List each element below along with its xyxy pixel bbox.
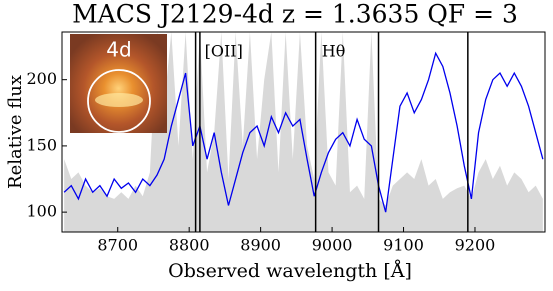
x-tick-label: 9200 <box>455 236 496 255</box>
x-axis-label: Observed wavelength [Å] <box>168 260 412 282</box>
x-tick-label: 9000 <box>312 236 353 255</box>
annotation: [OII] <box>205 42 243 61</box>
inset-label: 4d <box>106 38 131 62</box>
x-tick-label: 9100 <box>383 236 424 255</box>
plot <box>63 32 544 232</box>
y-tick-label: 150 <box>26 135 57 154</box>
y-tick-label: 200 <box>26 69 57 88</box>
flux-line <box>63 51 544 213</box>
annotation: Hθ <box>322 42 346 61</box>
axes-frame <box>61 31 546 233</box>
x-tick-label: 8700 <box>97 236 138 255</box>
chart-title: MACS J2129-4d z = 1.3635 QF = 3 <box>72 0 518 29</box>
y-axis-label: Relative flux <box>5 75 26 189</box>
x-tick-label: 8900 <box>240 236 281 255</box>
inset-core <box>95 93 143 107</box>
inset-aperture <box>87 69 151 133</box>
y-tick-label: 100 <box>26 202 57 221</box>
inset-image <box>70 34 167 133</box>
x-tick-label: 8800 <box>169 236 210 255</box>
